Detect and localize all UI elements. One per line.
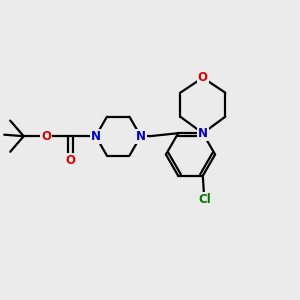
Text: O: O — [65, 154, 75, 167]
Text: O: O — [41, 130, 51, 143]
Text: N: N — [91, 130, 101, 143]
Text: Cl: Cl — [198, 193, 211, 206]
Text: N: N — [198, 127, 208, 140]
Text: N: N — [136, 130, 146, 143]
Text: O: O — [198, 71, 208, 84]
